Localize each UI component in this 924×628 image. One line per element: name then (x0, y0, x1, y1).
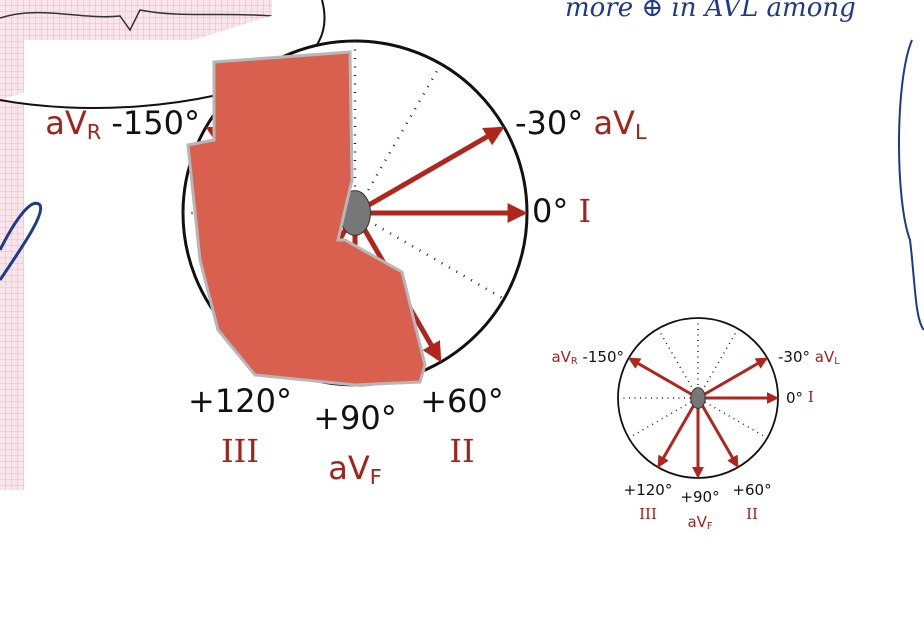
lead-name: aV (45, 104, 87, 142)
note: more ⊕ in AVL among (565, 0, 856, 23)
lead-label: II (746, 505, 758, 523)
lead-label: +90° (680, 488, 719, 506)
lead-label: +60° (420, 382, 504, 420)
lead-label: +120° (624, 481, 673, 499)
angle-label: +120° (188, 382, 292, 420)
space (583, 104, 593, 142)
lead-label: +90° (313, 399, 397, 437)
lead-name: aV (328, 449, 370, 487)
lead-subscript: R (571, 356, 578, 367)
redaction (186, 50, 427, 387)
angle-label: -150° (111, 104, 200, 142)
lead-vector (696, 397, 739, 468)
lead-label: aVF​ (687, 513, 712, 532)
lead-name: aV (593, 104, 635, 142)
lead-vector (657, 397, 700, 468)
lead-label: II (449, 432, 474, 470)
space (101, 104, 111, 142)
lead-label: aVR​ -150° (45, 104, 200, 144)
angle-label: +90° (313, 399, 397, 437)
angle-label: +60° (732, 481, 771, 499)
lead-name: aV (687, 513, 707, 531)
lead-vector (628, 357, 699, 400)
lead-subscript: R (87, 120, 101, 144)
lead-name: III (221, 432, 259, 470)
lead-name: aV (815, 348, 835, 366)
ecg-strip (0, 40, 24, 490)
lead-label: aVF​ (328, 449, 381, 489)
angle-label: -150° (582, 348, 624, 366)
lead-label: -30° aVL​ (778, 348, 840, 367)
angle-label: 0° (786, 389, 803, 407)
lead-name: II (746, 505, 758, 523)
hexaxial-diagram: aVR​ -150° -30° aVL​ 0° I +60° II +90° aVF​ +12… (551, 317, 840, 532)
lead-label: 0° I (532, 192, 591, 231)
lead-vector (697, 357, 768, 400)
angle-label: -30° (515, 104, 583, 142)
lead-label: III (639, 505, 657, 523)
lead-label: +60° (732, 481, 771, 499)
lead-label: 0° I (786, 388, 814, 407)
lead-name: I (808, 388, 814, 406)
lead-subscript: L (834, 356, 840, 367)
angle-label: +60° (420, 382, 504, 420)
lead-subscript: F (707, 521, 713, 532)
handwriting (0, 201, 43, 281)
lead-name: aV (551, 348, 571, 366)
angle-label: 0° (532, 192, 568, 230)
lead-subscript: L (635, 120, 647, 144)
lead-name: III (639, 505, 657, 523)
lead-name: II (449, 432, 474, 470)
angle-label: +120° (624, 481, 673, 499)
lead-label: -30° aVL​ (515, 104, 647, 144)
lead-label: III (221, 432, 259, 470)
ecg-trace (0, 9, 273, 32)
handwriting (898, 39, 924, 331)
space (568, 192, 578, 230)
angle-label: +90° (680, 488, 719, 506)
lead-name: I (579, 192, 592, 230)
lead-label: aVR​ -150° (551, 348, 624, 367)
lead-label: +120° (188, 382, 292, 420)
lead-subscript: F (370, 465, 382, 489)
angle-label: -30° (778, 348, 810, 366)
lead-vector (353, 126, 505, 216)
heart (690, 387, 706, 409)
